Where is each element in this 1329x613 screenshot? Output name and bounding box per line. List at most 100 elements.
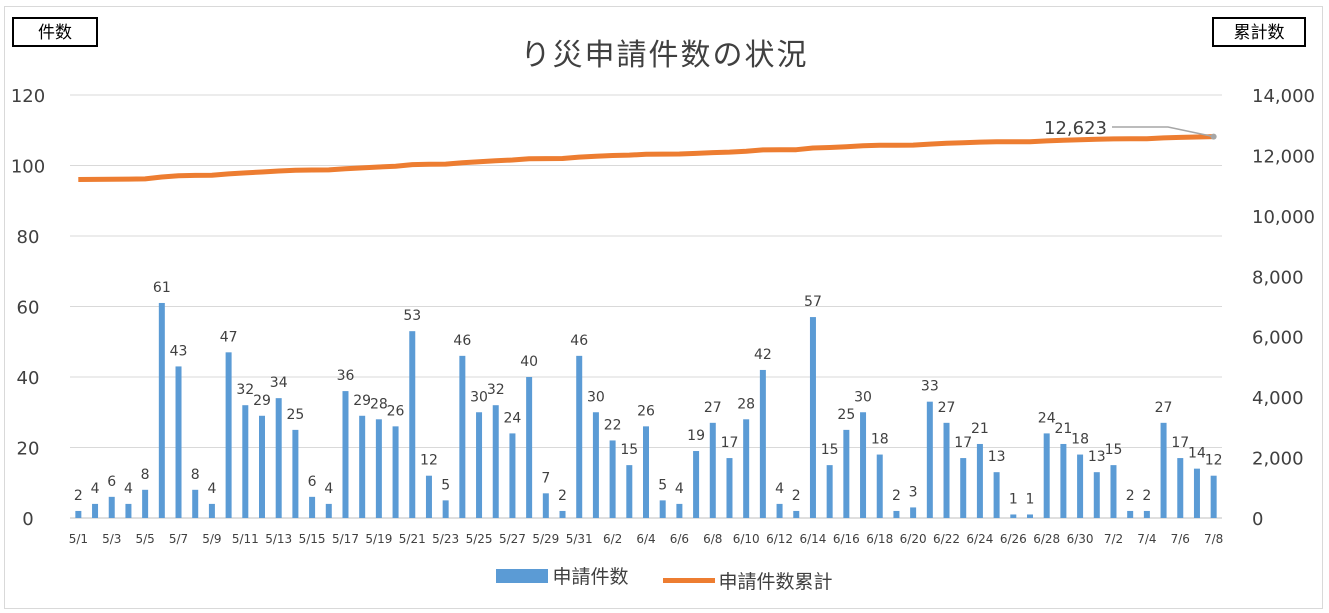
bar (592, 412, 599, 518)
bar (1127, 510, 1134, 518)
bar (108, 496, 115, 518)
x-tick-label: 5/9 (202, 532, 221, 546)
x-tick-label: 7/6 (1171, 532, 1190, 546)
bar (175, 366, 182, 518)
bar (476, 412, 483, 518)
bar-data-label: 28 (370, 396, 388, 412)
bar (609, 440, 616, 518)
bar-data-label: 13 (1088, 449, 1106, 465)
right-tick-label: 6,000 (1252, 328, 1304, 349)
bar (158, 302, 165, 518)
left-tick-label: 40 (17, 368, 40, 389)
bar (926, 401, 933, 518)
bar (993, 472, 1000, 518)
bar (726, 458, 733, 518)
bar-data-label: 5 (658, 477, 667, 493)
x-tick-label: 6/20 (900, 532, 927, 546)
x-tick-label: 5/13 (265, 532, 292, 546)
bar (960, 458, 967, 518)
bar (442, 500, 449, 518)
bar (1077, 454, 1084, 518)
bar-data-label: 7 (541, 470, 550, 486)
right-tick-label: 4,000 (1252, 388, 1304, 409)
bar-data-label: 17 (1171, 435, 1189, 451)
bar (309, 496, 316, 518)
bar (392, 426, 399, 518)
bar-data-label: 57 (804, 294, 822, 310)
left-tick-label: 60 (17, 298, 40, 319)
bar-data-label: 32 (236, 382, 254, 398)
right-tick-label: 2,000 (1252, 449, 1304, 470)
bar-data-label: 30 (854, 389, 872, 405)
bar (876, 454, 883, 518)
right-axis-unit-label: 累計数 (1212, 17, 1306, 47)
bar-data-label: 27 (1155, 400, 1173, 416)
bar-data-label: 33 (921, 379, 939, 395)
bar (259, 415, 265, 518)
bar (325, 503, 332, 518)
bar (776, 503, 783, 518)
bar-data-label: 14 (1188, 446, 1206, 462)
x-tick-label: 6/14 (799, 532, 826, 546)
x-tick-label: 6/6 (670, 532, 689, 546)
annotation-leader (1112, 126, 1214, 138)
bar-data-label: 15 (821, 442, 839, 458)
bar-data-label: 30 (470, 389, 488, 405)
x-tick-label: 5/25 (466, 532, 493, 546)
bar (1110, 465, 1117, 518)
bar-data-label: 21 (971, 421, 989, 437)
bar-data-label: 2 (1126, 488, 1135, 504)
x-tick-label: 7/4 (1137, 532, 1156, 546)
x-tick-label: 5/3 (102, 532, 121, 546)
bar-data-label: 26 (387, 403, 405, 419)
bar-data-label: 25 (286, 407, 304, 423)
bar-data-label: 18 (871, 432, 889, 448)
x-tick-label: 7/2 (1104, 532, 1123, 546)
bar-data-label: 30 (587, 389, 605, 405)
x-tick-label: 5/11 (232, 532, 259, 546)
bar-data-label: 61 (153, 280, 171, 296)
bar (693, 451, 700, 518)
bar-data-label: 27 (704, 400, 722, 416)
bar (425, 475, 432, 518)
bar-data-label: 4 (207, 481, 216, 497)
bar-data-label: 4 (324, 481, 333, 497)
bar-data-label: 2 (792, 488, 801, 504)
bar-data-label: 2 (74, 488, 83, 504)
chart-title: り災申請件数の状況 (520, 38, 809, 73)
legend-item-bar: 申請件数 (496, 562, 628, 589)
bar (459, 355, 466, 518)
legend-bar-label: 申請件数 (552, 566, 629, 588)
annotation-point (1210, 133, 1217, 140)
bar (759, 369, 766, 518)
legend-item-line: 申請件数累計 (662, 567, 833, 594)
bar-data-label: 1 (1009, 491, 1018, 507)
bar (1043, 433, 1050, 518)
bar (225, 352, 232, 518)
x-tick-label: 6/26 (1000, 532, 1027, 546)
bar (643, 426, 649, 518)
bar (526, 377, 533, 518)
bar-data-label: 12 (420, 453, 438, 469)
right-tick-label: 10,000 (1252, 207, 1315, 228)
bar-data-label: 32 (487, 382, 505, 398)
bar-data-label: 17 (954, 435, 972, 451)
bar-data-label: 40 (520, 354, 538, 370)
x-tick-label: 6/2 (603, 532, 622, 546)
bar-data-label: 12 (1205, 453, 1223, 469)
bar (743, 419, 750, 518)
x-tick-label: 5/29 (532, 532, 559, 546)
bar-data-label: 21 (1054, 421, 1072, 437)
left-axis-unit-label: 件数 (12, 17, 98, 47)
bar-data-label: 6 (107, 474, 116, 490)
bar (92, 503, 99, 518)
x-tick-label: 5/15 (299, 532, 326, 546)
bar-data-label: 43 (170, 343, 188, 359)
bar (976, 443, 983, 518)
bar-data-label: 24 (504, 410, 522, 426)
x-tick-label: 6/12 (766, 532, 793, 546)
x-tick-label: 5/31 (566, 532, 593, 546)
left-tick-label: 120 (11, 86, 45, 107)
bar (342, 391, 349, 518)
